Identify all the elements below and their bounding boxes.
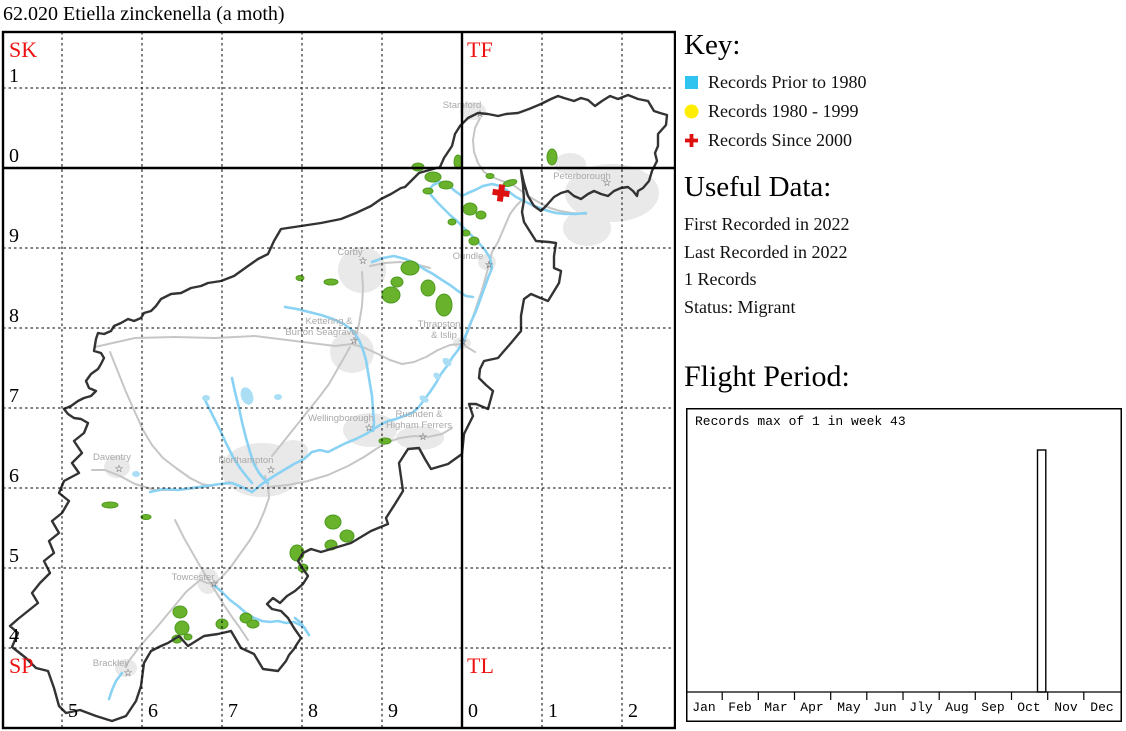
square-swatch-icon xyxy=(685,76,698,90)
town-label: Brackley xyxy=(93,658,130,669)
town-markers: ☆ ☆ ☆ ☆ ☆ ☆ ☆ ☆ ☆ ☆ ☆ ☆ xyxy=(115,109,612,679)
town-label: Rushden & xyxy=(395,409,443,420)
month-labels: Jan Feb Mar Apr May Jun Jly Aug Sep Oct … xyxy=(692,700,1113,715)
town-label: Kettering & xyxy=(306,316,354,327)
record-count-line: 1 Records xyxy=(684,269,757,290)
grid-letter-tf: TF xyxy=(467,37,493,62)
useful-data-section: Useful Data: First Recorded in 2022 Last… xyxy=(684,172,1114,321)
key-item-label: Records Since 2000 xyxy=(708,130,852,151)
circle-swatch-icon xyxy=(684,104,699,119)
month-label: Feb xyxy=(728,700,751,715)
flight-period-heading: Flight Period: xyxy=(684,360,850,393)
month-label: Sep xyxy=(981,700,1004,715)
first-recorded-line: First Recorded in 2022 xyxy=(684,214,850,235)
town-label: Thrapston xyxy=(418,319,461,330)
cross-swatch-icon xyxy=(685,134,698,148)
page-title: 62.020 Etiella zinckenella (a moth) xyxy=(3,3,285,25)
last-recorded-line: Last Recorded in 2022 xyxy=(684,241,848,262)
town-star-icon: ☆ xyxy=(115,464,124,475)
flight-bar-week-43 xyxy=(1036,449,1047,693)
col-label: 2 xyxy=(628,700,638,722)
status-line: Status: Migrant xyxy=(684,296,796,317)
col-label: 7 xyxy=(228,700,238,722)
town-label: Towcester xyxy=(172,572,215,583)
woodland-areas xyxy=(101,148,558,644)
chart-border xyxy=(686,408,1122,722)
month-label: May xyxy=(837,700,861,715)
grid-letter-tl: TL xyxy=(467,653,494,678)
town-label: Wellingborough xyxy=(308,413,374,424)
row-label: 6 xyxy=(9,465,19,487)
town-star-icon: ☆ xyxy=(359,256,368,267)
row-label: 5 xyxy=(9,545,19,567)
col-label: 6 xyxy=(148,700,158,722)
roads xyxy=(91,117,587,667)
row-label: 7 xyxy=(9,385,19,407)
map-border xyxy=(1,30,676,730)
month-label: Apr xyxy=(800,700,823,715)
month-label: Oct xyxy=(1017,700,1040,715)
key-item-1980-1999: Records 1980 - 1999 xyxy=(684,97,1114,126)
town-star-icon: ☆ xyxy=(476,109,485,120)
town-star-icon: ☆ xyxy=(603,178,612,189)
county-boundary xyxy=(8,93,669,723)
town-star-icon: ☆ xyxy=(485,260,494,271)
town-star-icon: ☆ xyxy=(419,432,428,443)
col-label: 1 xyxy=(548,700,558,722)
col-label: 8 xyxy=(308,700,318,722)
col-label: 9 xyxy=(388,700,398,722)
town-star-icon: ☆ xyxy=(124,668,133,679)
flight-period-chart: Records max of 1 in week 43 Jan Feb Mar … xyxy=(686,408,1122,722)
town-label: Northampton xyxy=(219,455,274,466)
town-labels: Stamford Peterborough Oundle Corby Kette… xyxy=(93,100,611,669)
town-label: Oundle xyxy=(453,251,484,262)
town-label: Burton Seagrave xyxy=(285,327,356,338)
month-ticks xyxy=(721,692,1085,700)
grid-100km xyxy=(3,32,675,728)
town-label: Daventry xyxy=(93,452,131,463)
month-label: Nov xyxy=(1054,700,1078,715)
month-label: Mar xyxy=(764,700,787,715)
key-heading: Key: xyxy=(684,29,741,61)
month-label: Jly xyxy=(909,700,933,715)
month-label: Jan xyxy=(692,700,715,715)
key-item-label: Records 1980 - 1999 xyxy=(708,101,859,122)
row-label: 8 xyxy=(9,305,19,327)
grid-row-labels: 1 0 9 8 7 6 5 4 xyxy=(9,65,19,647)
month-label: Dec xyxy=(1090,700,1113,715)
grid-letter-sk: SK xyxy=(9,37,37,62)
town-label: Higham Ferrers xyxy=(386,420,452,431)
key-item-since-2000: Records Since 2000 xyxy=(684,126,1114,155)
lakes xyxy=(132,357,452,477)
row-label: 0 xyxy=(9,145,19,167)
town-label: Corby xyxy=(337,247,363,258)
month-label: Aug xyxy=(945,700,968,715)
town-label: Peterborough xyxy=(553,171,611,182)
grid-letters: SK TF SP TL xyxy=(9,37,494,678)
row-label: 1 xyxy=(9,65,19,87)
col-label: 5 xyxy=(68,700,78,722)
useful-data-heading: Useful Data: xyxy=(684,171,832,203)
town-star-icon: ☆ xyxy=(365,423,374,434)
town-label: & Islip xyxy=(431,330,457,341)
distribution-map: ☆ ☆ ☆ ☆ ☆ ☆ ☆ ☆ ☆ ☆ ☆ ☆ Stamford Peterbo… xyxy=(1,30,676,730)
rivers xyxy=(107,180,588,701)
key-section: Key: Records Prior to 1980 Records 1980 … xyxy=(684,30,1114,155)
grid-10km xyxy=(3,32,675,728)
grid-col-labels: 5 6 7 8 9 0 1 2 xyxy=(68,700,638,722)
chart-note: Records max of 1 in week 43 xyxy=(695,414,906,429)
town-star-icon: ☆ xyxy=(210,579,219,590)
record-cross-marker xyxy=(492,184,510,202)
row-label: 9 xyxy=(9,225,19,247)
month-label: Jun xyxy=(873,700,896,715)
town-star-icon: ☆ xyxy=(350,336,359,347)
grid-letter-sp: SP xyxy=(9,653,33,678)
key-item-prior-1980: Records Prior to 1980 xyxy=(684,68,1114,97)
col-label: 0 xyxy=(468,700,478,722)
row-label: 4 xyxy=(9,625,19,647)
town-star-icon: ☆ xyxy=(267,465,276,476)
key-item-label: Records Prior to 1980 xyxy=(708,72,867,93)
